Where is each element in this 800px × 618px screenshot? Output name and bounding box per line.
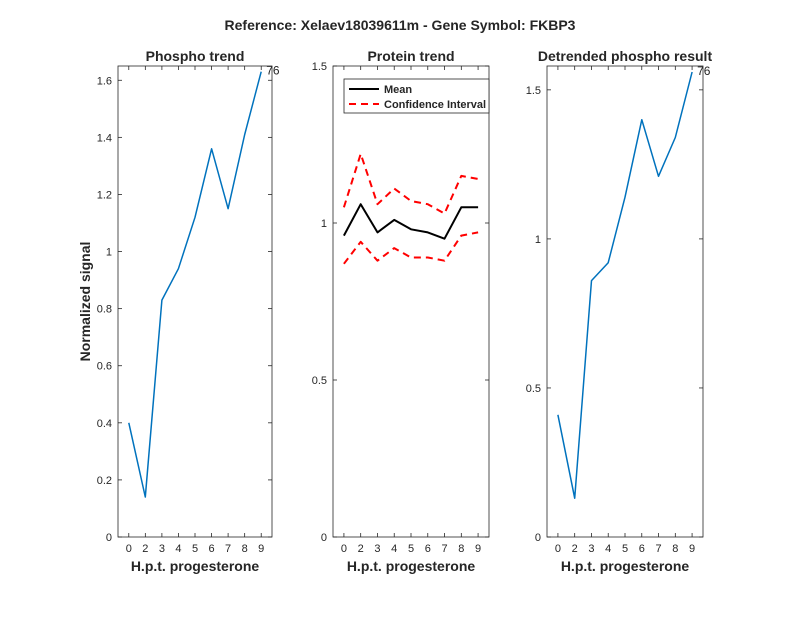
point-annotation: 76 [697, 64, 711, 78]
ci-upper-line [342, 152, 479, 215]
figure-suptitle: Reference: Xelaev18039611m - Gene Symbol… [225, 17, 576, 33]
x-tick-label: 3 [588, 543, 594, 555]
legend-box [343, 78, 490, 114]
x-tick-label: 9 [258, 543, 264, 555]
y-tick-label: 0 [106, 532, 112, 544]
x-tick-label: 5 [192, 543, 198, 555]
x-tick-label: 4 [605, 543, 611, 555]
x-tick-label: 0 [341, 543, 347, 555]
panel-title: Phospho trend [146, 48, 245, 64]
legend-entry: Mean [384, 84, 412, 96]
x-tick-label: 0 [555, 543, 561, 555]
panel-title: Detrended phospho result [538, 48, 713, 64]
y-tick-label: 1 [106, 247, 112, 259]
x-tick-label: 5 [408, 543, 414, 555]
x-tick-label: 7 [441, 543, 447, 555]
y-tick-label: 1 [535, 234, 541, 246]
panel-title: Protein trend [367, 48, 454, 64]
x-tick-label: 9 [689, 543, 695, 555]
point-annotation: 76 [266, 64, 280, 78]
x-tick-label: 8 [242, 543, 248, 555]
y-tick-label: 0.8 [97, 304, 112, 316]
x-tick-label: 7 [655, 543, 661, 555]
x-axis-label: H.p.t. progesterone [561, 558, 690, 574]
axes-box [546, 65, 704, 538]
phospho-series-line [128, 71, 262, 498]
y-tick-label: 1.4 [97, 132, 112, 144]
y-tick-label: 1.5 [312, 61, 327, 73]
x-tick-label: 2 [572, 543, 578, 555]
x-axis-label: H.p.t. progesterone [347, 558, 476, 574]
y-tick-label: 1.5 [526, 85, 541, 97]
y-tick-label: 1 [321, 218, 327, 230]
ci-lower-line [343, 231, 479, 265]
y-tick-label: 0 [321, 532, 327, 544]
y-tick-label: 0 [535, 532, 541, 544]
panels-group: 0 2 3 4 5 6 7 8 900.20.40.60.811.21.41.6Phospho … [77, 48, 712, 574]
y-tick-label: 0.5 [526, 383, 541, 395]
y-tick-label: 1.6 [97, 75, 112, 87]
x-tick-label: 6 [639, 543, 645, 555]
x-axis-label: H.p.t. progesterone [131, 558, 260, 574]
x-tick-label: 6 [425, 543, 431, 555]
x-tick-label: 4 [175, 543, 181, 555]
legend-entry: Confidence Interval [384, 99, 486, 111]
x-tick-label: 3 [159, 543, 165, 555]
phospho-series-line [557, 71, 693, 499]
mean-line [343, 203, 479, 240]
x-tick-label: 8 [458, 543, 464, 555]
x-tick-label: 5 [622, 543, 628, 555]
axes-box [332, 65, 490, 538]
x-tick-label: 0 [126, 543, 132, 555]
y-tick-label: 0.2 [97, 475, 112, 487]
x-tick-label: 8 [672, 543, 678, 555]
y-tick-label: 1.2 [97, 189, 112, 201]
x-tick-label: 7 [225, 543, 231, 555]
x-tick-label: 4 [391, 543, 397, 555]
y-tick-label: 0.6 [97, 361, 112, 373]
x-tick-label: 2 [358, 543, 364, 555]
legend: Mean Confidence Interval [343, 78, 490, 114]
panel-phospho: 0 2 3 4 5 6 7 8 900.20.40.60.811.21.41.6Phospho … [77, 48, 280, 574]
axes-box [117, 65, 273, 538]
y-tick-label: 0.4 [97, 418, 112, 430]
x-tick-label: 2 [142, 543, 148, 555]
y-tick-label: 0.5 [312, 375, 327, 387]
x-tick-label: 6 [208, 543, 214, 555]
x-tick-label: 3 [374, 543, 380, 555]
y-axis-label: Normalized signal [77, 242, 93, 362]
x-tick-label: 9 [475, 543, 481, 555]
